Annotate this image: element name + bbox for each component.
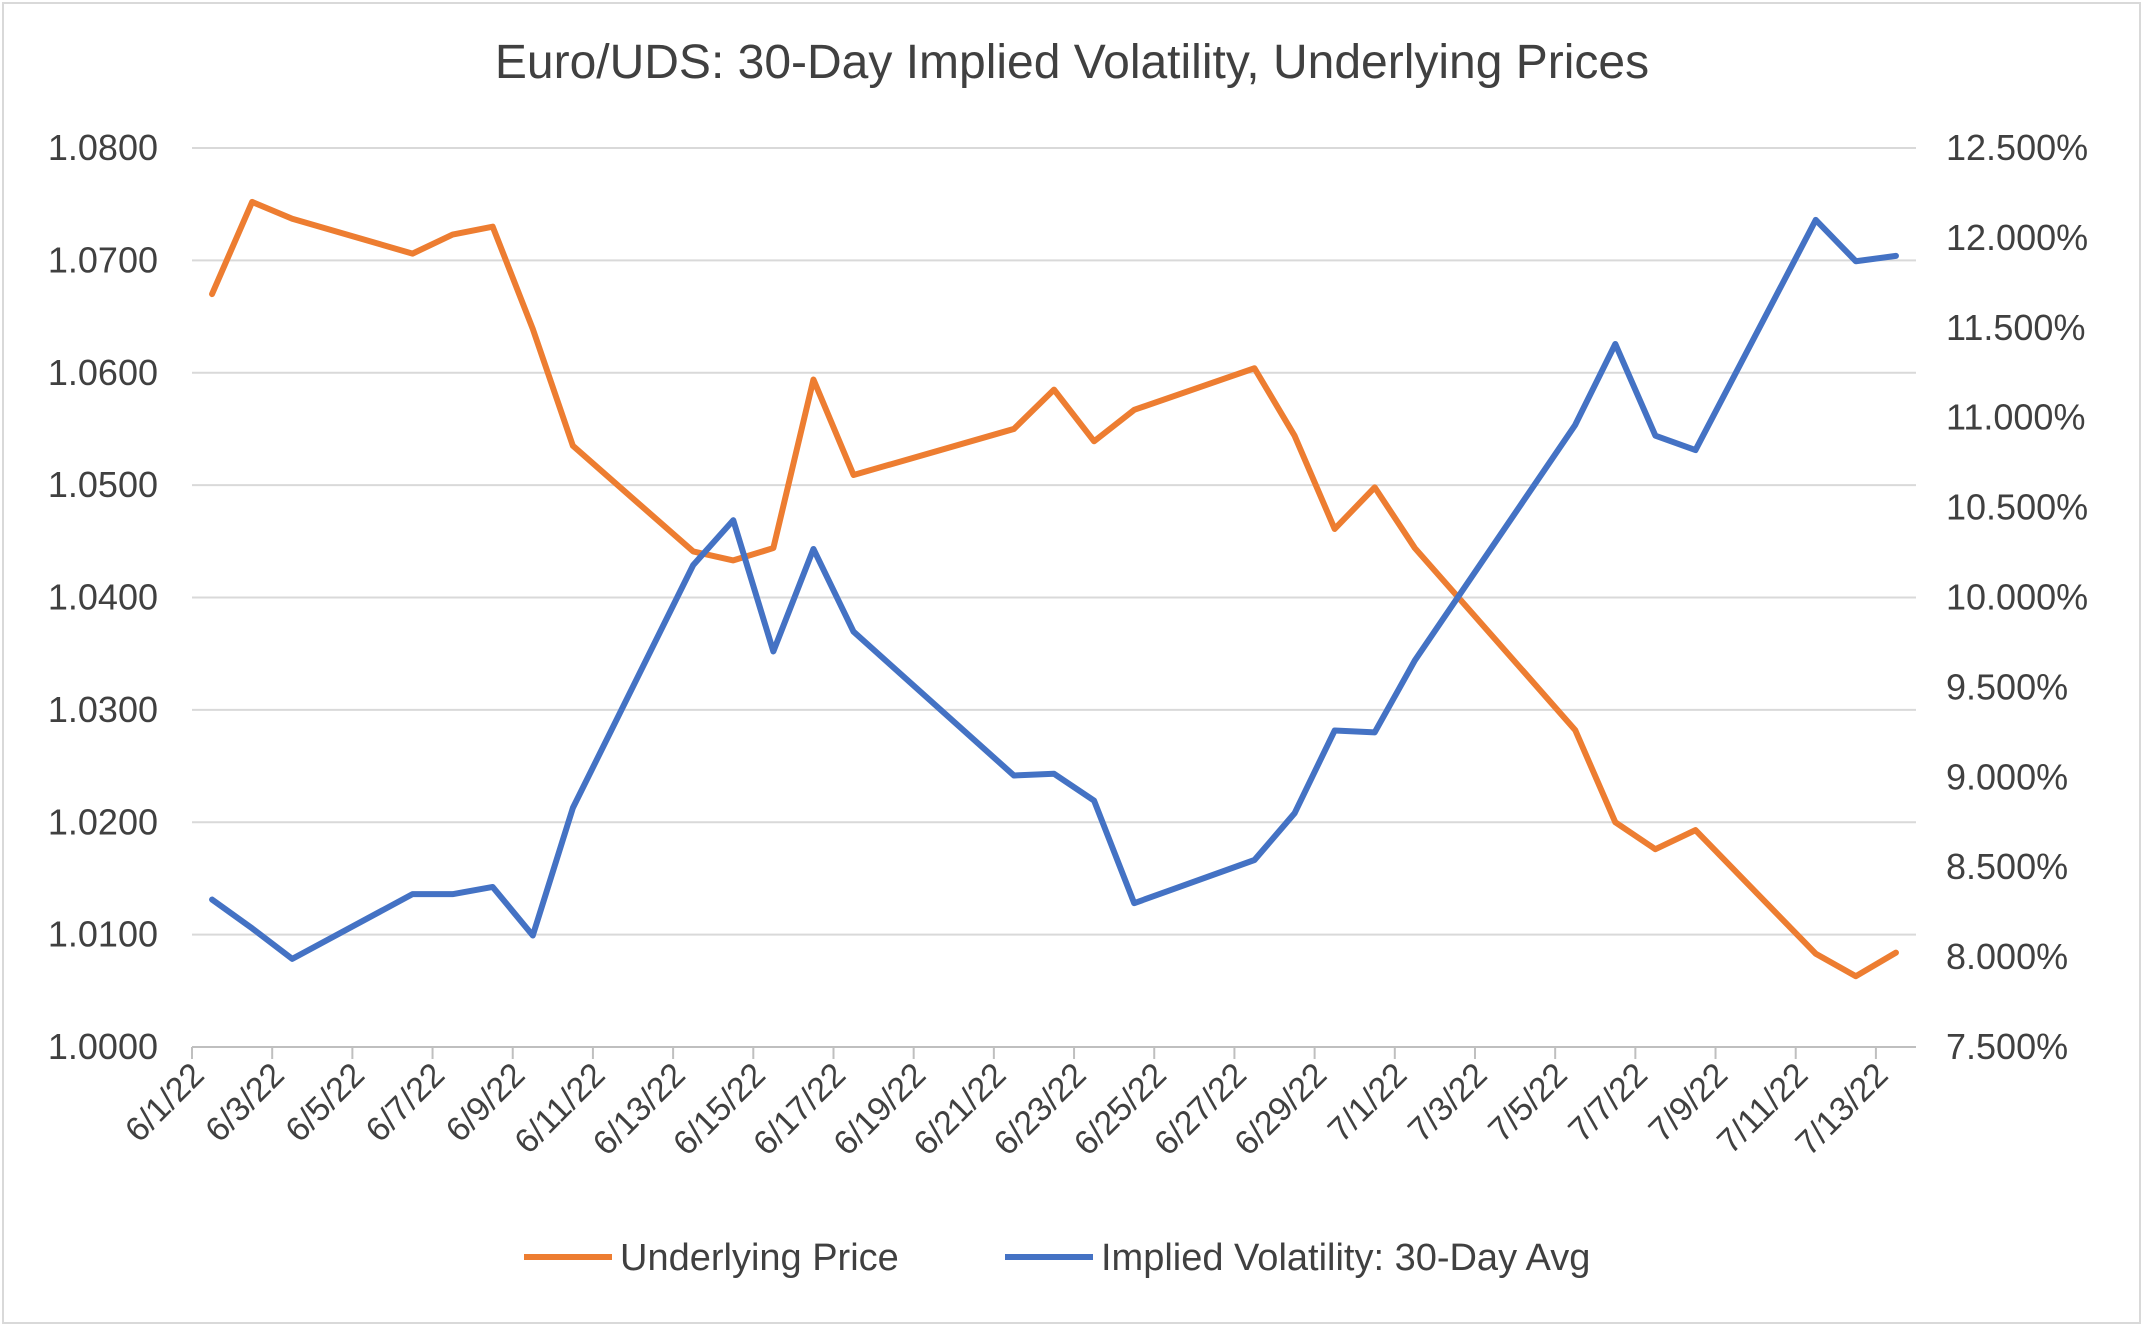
- y-left-tick-label: 1.0200: [48, 801, 158, 842]
- y-right-tick-label: 11.500%: [1946, 307, 2085, 348]
- y-left-tick-label: 1.0400: [48, 577, 158, 618]
- y-right-tick-label: 7.500%: [1946, 1026, 2068, 1067]
- y-left-tick-label: 1.0600: [48, 352, 158, 393]
- y-left-tick-label: 1.0300: [48, 689, 158, 730]
- y-left-tick-label: 1.0000: [48, 1026, 158, 1067]
- y-right-tick-label: 11.000%: [1946, 397, 2085, 438]
- y-right-tick-label: 12.500%: [1946, 127, 2088, 168]
- y-left-tick-label: 1.0500: [48, 464, 158, 505]
- x-tick-label: 6/3/22: [198, 1056, 292, 1150]
- chart-title: Euro/UDS: 30-Day Implied Volatility, Und…: [495, 36, 1649, 89]
- x-tick-label: 6/1/22: [118, 1056, 212, 1150]
- y-right-tick-label: 10.000%: [1946, 577, 2088, 618]
- y-right-tick-label: 10.500%: [1946, 487, 2088, 528]
- y-left-tick-label: 1.0800: [48, 127, 158, 168]
- series-line-underlying-price: [209, 198, 1899, 980]
- x-tick-label: 7/5/22: [1481, 1056, 1575, 1150]
- legend-label-implied-volatility: Implied Volatility: 30-Day Avg: [1101, 1237, 1590, 1279]
- legend: Underlying Price Implied Volatility: 30-…: [524, 1237, 1590, 1279]
- x-tick-label: 6/5/22: [278, 1056, 372, 1150]
- legend-label-underlying-price: Underlying Price: [620, 1237, 899, 1279]
- x-tick-label: 7/7/22: [1561, 1056, 1655, 1150]
- x-tick-label: 7/3/22: [1401, 1056, 1495, 1150]
- x-tick-label: 6/7/22: [359, 1056, 453, 1150]
- y-right-tick-label: 9.000%: [1946, 756, 2068, 797]
- x-tick-label: 7/1/22: [1321, 1056, 1415, 1150]
- y-right-tick-label: 8.500%: [1946, 846, 2068, 887]
- gridlines: [191, 147, 1916, 1059]
- y-right-tick-label: 8.000%: [1946, 936, 2068, 977]
- y-right-tick-label: 12.000%: [1946, 217, 2088, 258]
- y-left-tick-label: 1.0100: [48, 914, 158, 955]
- series-line-implied-volatility: [209, 216, 1899, 962]
- y-left-tick-label: 1.0700: [48, 239, 158, 280]
- y-right-tick-label: 9.500%: [1946, 666, 2068, 707]
- series-lines: [209, 198, 1899, 980]
